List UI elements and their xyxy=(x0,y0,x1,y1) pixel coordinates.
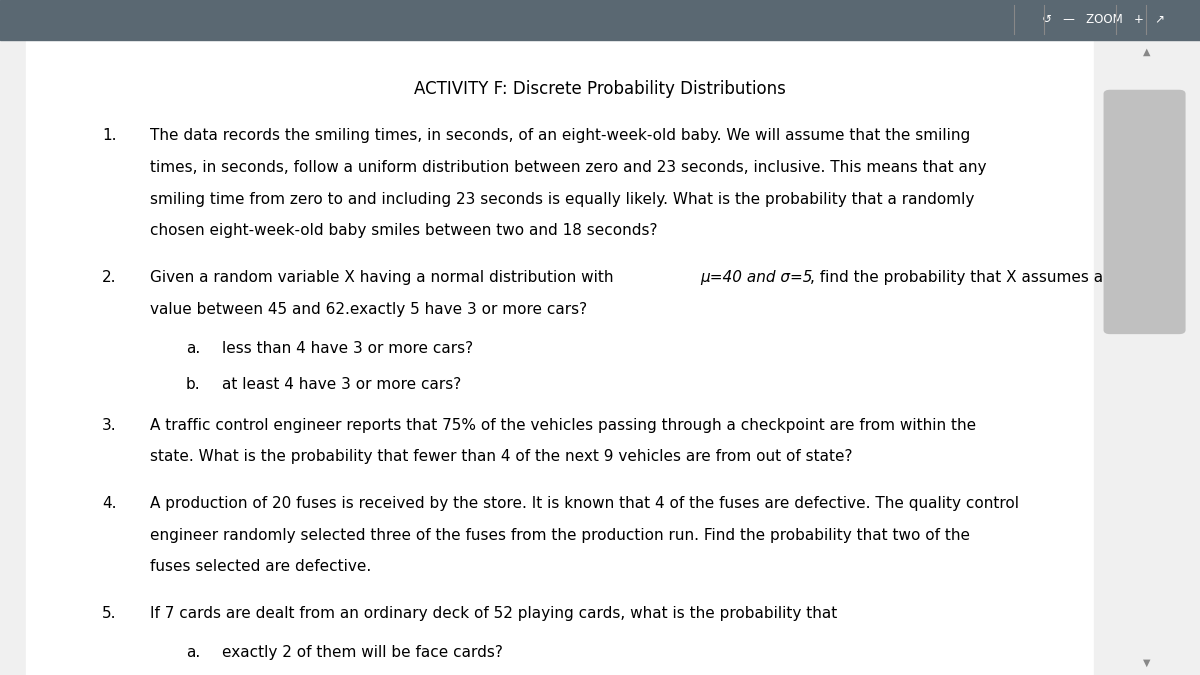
Text: state. What is the probability that fewer than 4 of the next 9 vehicles are from: state. What is the probability that fewe… xyxy=(150,450,852,464)
Bar xyxy=(1094,40,1200,675)
Text: less than 4 have 3 or more cars?: less than 4 have 3 or more cars? xyxy=(222,341,473,356)
Text: ↺   —   ZOOM   +   ↗: ↺ — ZOOM + ↗ xyxy=(1043,14,1165,26)
Bar xyxy=(0,0,1200,40)
Text: b.: b. xyxy=(186,377,200,392)
Text: A traffic control engineer reports that 75% of the vehicles passing through a ch: A traffic control engineer reports that … xyxy=(150,418,976,433)
Text: A production of 20 fuses is received by the store. It is known that 4 of the fus: A production of 20 fuses is received by … xyxy=(150,496,1019,511)
Text: The data records the smiling times, in seconds, of an eight-week-old baby. We wi: The data records the smiling times, in s… xyxy=(150,128,971,143)
Text: ▼: ▼ xyxy=(1144,658,1151,668)
Text: ACTIVITY F: Discrete Probability Distributions: ACTIVITY F: Discrete Probability Distrib… xyxy=(414,80,786,98)
Text: value between 45 and 62.exactly 5 have 3 or more cars?: value between 45 and 62.exactly 5 have 3… xyxy=(150,302,587,317)
Text: 5.: 5. xyxy=(102,606,116,621)
Text: If 7 cards are dealt from an ordinary deck of 52 playing cards, what is the prob: If 7 cards are dealt from an ordinary de… xyxy=(150,606,838,621)
Text: fuses selected are defective.: fuses selected are defective. xyxy=(150,560,371,574)
Text: times, in seconds, follow a uniform distribution between zero and 23 seconds, in: times, in seconds, follow a uniform dist… xyxy=(150,160,986,175)
Text: at least 4 have 3 or more cars?: at least 4 have 3 or more cars? xyxy=(222,377,461,392)
Text: a.: a. xyxy=(186,645,200,660)
Text: engineer randomly selected three of the fuses from the production run. Find the : engineer randomly selected three of the … xyxy=(150,528,970,543)
Text: μ=40 and σ=5: μ=40 and σ=5 xyxy=(700,270,812,285)
Text: 2.: 2. xyxy=(102,270,116,285)
Text: 3.: 3. xyxy=(102,418,116,433)
Text: chosen eight-week-old baby smiles between two and 18 seconds?: chosen eight-week-old baby smiles betwee… xyxy=(150,223,658,238)
Text: Given a random variable X having a normal distribution with: Given a random variable X having a norma… xyxy=(150,270,618,285)
Text: exactly 2 of them will be face cards?: exactly 2 of them will be face cards? xyxy=(222,645,503,660)
Text: 4.: 4. xyxy=(102,496,116,511)
Text: 1.: 1. xyxy=(102,128,116,143)
Bar xyxy=(26,40,1094,675)
Text: , find the probability that X assumes a: , find the probability that X assumes a xyxy=(810,270,1103,285)
FancyBboxPatch shape xyxy=(1104,90,1184,333)
Text: ▲: ▲ xyxy=(1144,47,1151,57)
Text: a.: a. xyxy=(186,341,200,356)
Text: smiling time from zero to and including 23 seconds is equally likely. What is th: smiling time from zero to and including … xyxy=(150,192,974,207)
